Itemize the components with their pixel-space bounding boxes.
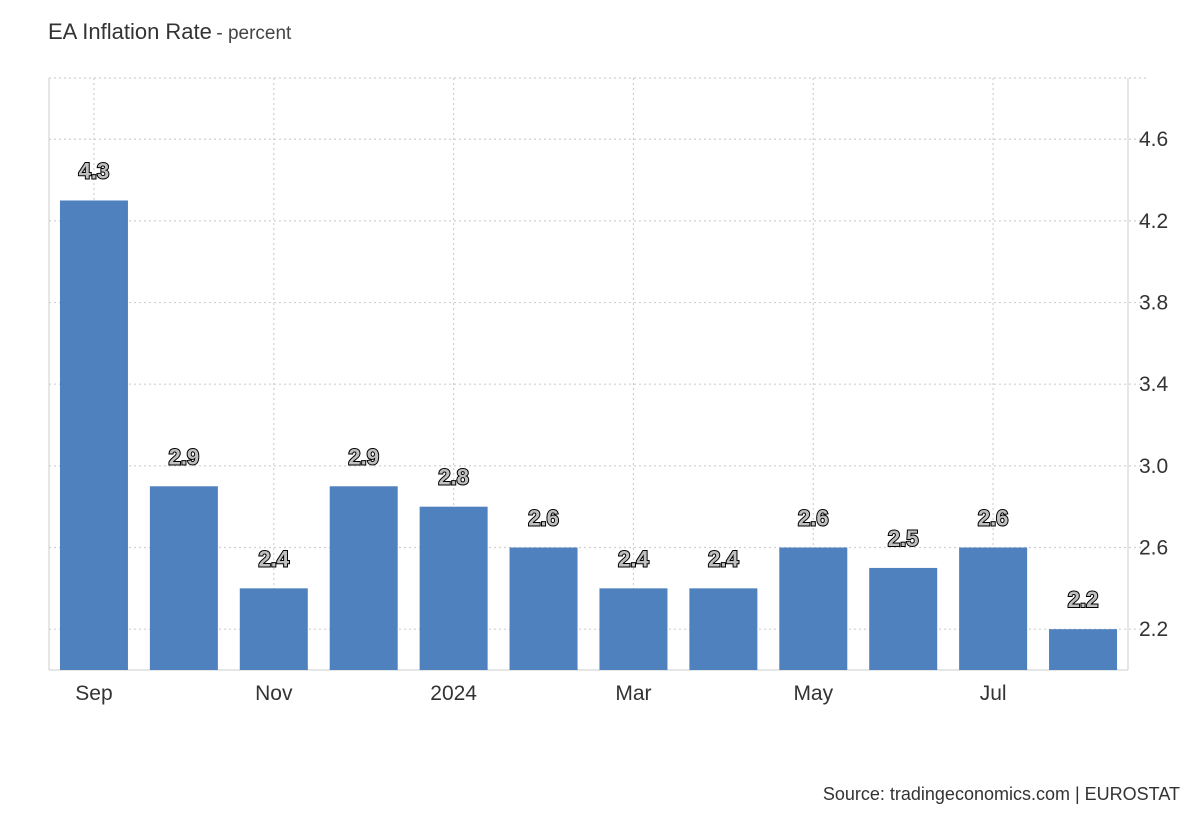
y-tick-label: 2.6 — [1139, 537, 1168, 560]
y-tick-label: 4.6 — [1139, 128, 1168, 151]
bar-data-label: 2.6 — [978, 506, 1009, 531]
bar-data-label: 2.5 — [888, 526, 919, 551]
bar-data-label: 2.9 — [348, 444, 379, 469]
bar-data-label: 2.8 — [438, 465, 469, 490]
bar — [1049, 629, 1118, 670]
y-tick-label: 2.2 — [1139, 618, 1168, 641]
bar — [689, 588, 758, 670]
bar — [149, 486, 218, 670]
x-tick-label: 2024 — [430, 682, 477, 705]
x-tick-label: May — [793, 682, 833, 705]
bar-data-label: 2.4 — [708, 546, 739, 571]
bar — [329, 486, 398, 670]
bar-data-label: 2.6 — [798, 506, 829, 531]
bar-data-label: 4.3 — [79, 158, 110, 183]
bar-data-label: 2.6 — [528, 506, 559, 531]
chart-title-unit: - percent — [216, 23, 292, 44]
source-note: Source: tradingeconomics.com | EUROSTAT — [822, 784, 1180, 804]
bar — [509, 547, 578, 670]
x-tick-label: Jul — [980, 682, 1007, 705]
bar-data-label: 2.9 — [169, 444, 200, 469]
x-tick-label: Sep — [75, 682, 112, 705]
bar — [59, 200, 128, 670]
bar-data-label: 2.2 — [1068, 587, 1099, 612]
bar-data-label: 2.4 — [258, 546, 289, 571]
x-tick-label: Nov — [255, 682, 293, 705]
bar — [599, 588, 668, 670]
bar — [419, 506, 488, 670]
bar — [959, 547, 1028, 670]
bar-data-label: 2.4 — [618, 546, 649, 571]
bar — [869, 567, 938, 670]
chart-title-main: EA Inflation Rate — [48, 19, 212, 44]
y-tick-label: 3.8 — [1139, 292, 1168, 315]
y-tick-label: 3.0 — [1139, 455, 1168, 478]
bar — [239, 588, 308, 670]
y-tick-label: 4.2 — [1139, 210, 1168, 233]
y-tick-label: 3.4 — [1139, 373, 1169, 396]
chart-title: EA Inflation Rate - percent — [48, 19, 291, 45]
x-tick-label: Mar — [615, 682, 651, 705]
bar — [779, 547, 848, 670]
